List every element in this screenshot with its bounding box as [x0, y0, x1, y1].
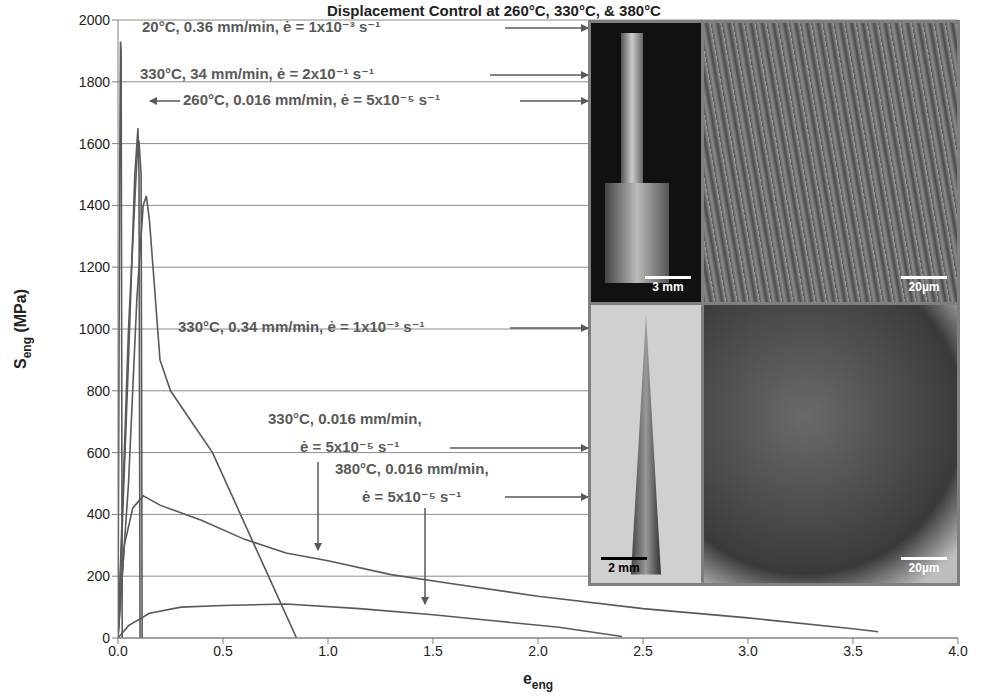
svg-text:4.0: 4.0: [948, 643, 968, 659]
svg-text:330°C, 0.016 mm/min,: 330°C, 0.016 mm/min,: [268, 410, 422, 427]
svg-text:330°C, 34 mm/min, ė = 2x10⁻¹ s: 330°C, 34 mm/min, ė = 2x10⁻¹ s⁻¹: [140, 65, 374, 82]
svg-text:3.5: 3.5: [843, 643, 863, 659]
svg-text:1000: 1000: [79, 321, 110, 337]
svg-text:0.0: 0.0: [108, 643, 128, 659]
html-text:3 mm: 3 mm: [652, 279, 684, 294]
svg-text:20°C, 0.36 mm/min, ė = 1x10⁻³: 20°C, 0.36 mm/min, ė = 1x10⁻³ s⁻¹: [142, 18, 380, 35]
svg-text:380°C, 0.016 mm/min,: 380°C, 0.016 mm/min,: [335, 460, 489, 477]
svg-text:2000: 2000: [79, 12, 110, 28]
svg-text:ė = 5x10⁻⁵ s⁻¹: ė = 5x10⁻⁵ s⁻¹: [362, 488, 461, 505]
svg-text:eeng: eeng: [523, 670, 553, 692]
svg-text:0: 0: [102, 630, 110, 646]
svg-text:1800: 1800: [79, 74, 110, 90]
svg-text:600: 600: [87, 445, 111, 461]
svg-text:1200: 1200: [79, 259, 110, 275]
html-text:20µm: 20µm: [908, 279, 940, 294]
svg-text:Displacement Control at 260°C,: Displacement Control at 260°C, 330°C, & …: [327, 2, 661, 19]
svg-text:0.5: 0.5: [213, 643, 233, 659]
svg-text:1600: 1600: [79, 136, 110, 152]
svg-text:1.0: 1.0: [318, 643, 338, 659]
svg-text:400: 400: [87, 506, 111, 522]
svg-text:330°C, 0.34 mm/min, ė = 1x10⁻³: 330°C, 0.34 mm/min, ė = 1x10⁻³ s⁻¹: [178, 318, 425, 335]
svg-text:Seng (MPa): Seng (MPa): [12, 289, 34, 369]
svg-text:2.5: 2.5: [633, 643, 653, 659]
svg-text:1.5: 1.5: [423, 643, 443, 659]
html-text:2 mm: 2 mm: [608, 561, 640, 575]
svg-text:ė = 5x10⁻⁵ s⁻¹: ė = 5x10⁻⁵ s⁻¹: [300, 438, 399, 455]
svg-text:200: 200: [87, 568, 111, 584]
svg-text:800: 800: [87, 383, 111, 399]
svg-text:2.0: 2.0: [528, 643, 548, 659]
svg-text:3.0: 3.0: [738, 643, 758, 659]
svg-text:1400: 1400: [79, 197, 110, 213]
html-text:20µm: 20µm: [908, 561, 940, 575]
svg-text:260°C, 0.016 mm/min, ė = 5x10⁻: 260°C, 0.016 mm/min, ė = 5x10⁻⁵ s⁻¹: [183, 91, 440, 108]
